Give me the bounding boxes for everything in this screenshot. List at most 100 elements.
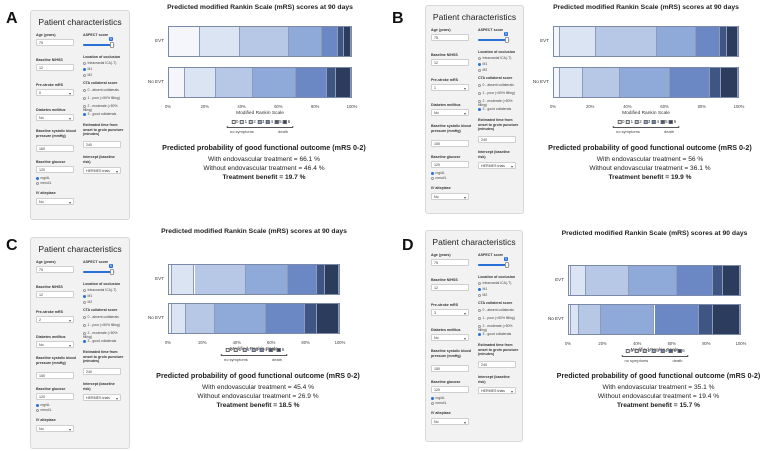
glucose-unit-option[interactable]: mmol/L <box>431 401 447 405</box>
radio-button[interactable] <box>83 73 86 77</box>
nihss-input[interactable]: 12 <box>36 291 74 298</box>
glucose-unit-option[interactable]: mg/dL <box>431 396 445 400</box>
intercept-select[interactable]: HERMES trials <box>83 167 121 175</box>
radio-button[interactable] <box>83 88 86 92</box>
age-input[interactable]: 75 <box>431 259 469 266</box>
radio-button[interactable] <box>83 300 86 304</box>
age-input[interactable]: 75 <box>36 39 74 46</box>
diabetes-select[interactable]: No <box>431 334 469 342</box>
onset-time-input[interactable]: 240 <box>478 361 516 368</box>
radio-button[interactable] <box>83 67 86 71</box>
aspect-slider-knob[interactable] <box>110 42 114 48</box>
glucose-unit-option[interactable]: mg/dL <box>431 171 445 175</box>
collateral-option[interactable]: 2 - moderate (>50% filling) <box>83 331 125 339</box>
occlusion-option[interactable]: M2 <box>83 73 92 77</box>
intercept-select[interactable]: HERMES trials <box>478 387 516 395</box>
collateral-option[interactable]: 0 - absent collaterals <box>83 315 125 319</box>
collateral-option[interactable]: 0 - absent collaterals <box>478 83 520 87</box>
radio-button[interactable] <box>83 339 86 343</box>
collateral-option[interactable]: 2 - moderate (>50% filling) <box>478 99 520 107</box>
glucose-input[interactable]: 120 <box>36 166 74 173</box>
radio-button[interactable] <box>478 332 481 336</box>
nihss-input[interactable]: 12 <box>36 64 74 71</box>
radio-button[interactable] <box>478 308 481 312</box>
radio-button[interactable] <box>431 176 434 180</box>
diabetes-select[interactable]: No <box>36 341 74 349</box>
collateral-option[interactable]: 0 - absent collaterals <box>83 88 125 92</box>
collateral-option[interactable]: 3 - good collaterals <box>478 332 520 336</box>
glucose-unit-option[interactable]: mmol/L <box>431 176 447 180</box>
sbp-input[interactable]: 150 <box>431 140 469 147</box>
radio-button[interactable] <box>36 176 39 180</box>
onset-time-input[interactable]: 240 <box>83 368 121 375</box>
radio-button[interactable] <box>478 68 481 72</box>
age-input[interactable]: 75 <box>36 266 74 273</box>
nihss-input[interactable]: 12 <box>431 59 469 66</box>
sbp-input[interactable]: 150 <box>36 372 74 379</box>
intercept-select[interactable]: HERMES trials <box>83 394 121 402</box>
collateral-option[interactable]: 1 - poor (<50% filling) <box>83 96 125 100</box>
iv-alteplase-select[interactable]: No <box>431 418 469 426</box>
glucose-unit-option[interactable]: mmol/L <box>36 408 52 412</box>
aspect-slider-knob[interactable] <box>505 262 509 268</box>
collateral-option[interactable]: 3 - good collaterals <box>83 339 125 343</box>
collateral-option[interactable]: 3 - good collaterals <box>83 112 125 116</box>
radio-button[interactable] <box>83 294 86 298</box>
radio-button[interactable] <box>431 396 434 400</box>
age-input[interactable]: 75 <box>431 34 469 41</box>
aspect-slider[interactable]: 9 <box>83 264 115 275</box>
occlusion-option[interactable]: Intracranial ICA(-T) <box>83 61 116 65</box>
aspect-slider[interactable]: 9 <box>478 257 510 268</box>
aspect-slider-knob[interactable] <box>505 37 509 43</box>
iv-alteplase-select[interactable]: No <box>36 425 74 433</box>
radio-button[interactable] <box>36 403 39 407</box>
radio-button[interactable] <box>478 281 481 285</box>
radio-button[interactable] <box>478 287 481 291</box>
iv-alteplase-select[interactable]: No <box>431 193 469 201</box>
occlusion-option[interactable]: M1 <box>478 62 487 66</box>
collateral-option[interactable]: 0 - absent collaterals <box>478 308 520 312</box>
glucose-unit-option[interactable]: mmol/L <box>36 181 52 185</box>
aspect-slider[interactable]: 9 <box>478 32 510 43</box>
collateral-option[interactable]: 3 - good collaterals <box>478 107 520 111</box>
iv-alteplase-select[interactable]: No <box>36 198 74 206</box>
onset-time-input[interactable]: 240 <box>83 141 121 148</box>
occlusion-option[interactable]: M1 <box>478 287 487 291</box>
aspect-slider-knob[interactable] <box>110 269 114 275</box>
intercept-select[interactable]: HERMES trials <box>478 162 516 170</box>
radio-button[interactable] <box>83 315 86 319</box>
glucose-input[interactable]: 120 <box>36 393 74 400</box>
collateral-option[interactable]: 2 - moderate (>50% filling) <box>83 104 125 112</box>
sbp-input[interactable]: 160 <box>36 145 74 152</box>
collateral-option[interactable]: 1 - poor (<50% filling) <box>83 323 125 327</box>
glucose-unit-option[interactable]: mg/dL <box>36 403 50 407</box>
diabetes-select[interactable]: No <box>431 109 469 117</box>
radio-button[interactable] <box>478 91 481 95</box>
radio-button[interactable] <box>478 293 481 297</box>
glucose-unit-option[interactable]: mg/dL <box>36 176 50 180</box>
prestroke-select[interactable]: 1 <box>431 84 469 92</box>
sbp-input[interactable]: 150 <box>431 365 469 372</box>
radio-button[interactable] <box>83 61 86 65</box>
occlusion-option[interactable]: M2 <box>83 300 92 304</box>
radio-button[interactable] <box>36 408 39 412</box>
aspect-slider[interactable]: 9 <box>83 37 115 48</box>
occlusion-option[interactable]: M1 <box>83 294 92 298</box>
collateral-option[interactable]: 2 - moderate (>50% filling) <box>478 324 520 332</box>
radio-button[interactable] <box>478 107 481 111</box>
occlusion-option[interactable]: Intracranial ICA(-T) <box>478 56 511 60</box>
radio-button[interactable] <box>478 83 481 87</box>
radio-button[interactable] <box>478 316 481 320</box>
radio-button[interactable] <box>83 323 86 327</box>
radio-button[interactable] <box>83 112 86 116</box>
collateral-option[interactable]: 1 - poor (<50% filling) <box>478 91 520 95</box>
onset-time-input[interactable]: 240 <box>478 136 516 143</box>
diabetes-select[interactable]: No <box>36 114 74 122</box>
nihss-input[interactable]: 12 <box>431 284 469 291</box>
radio-button[interactable] <box>478 56 481 60</box>
occlusion-option[interactable]: M1 <box>83 67 92 71</box>
radio-button[interactable] <box>83 96 86 100</box>
occlusion-option[interactable]: Intracranial ICA(-T) <box>83 288 116 292</box>
occlusion-option[interactable]: Intracranial ICA(-T) <box>478 281 511 285</box>
radio-button[interactable] <box>83 288 86 292</box>
